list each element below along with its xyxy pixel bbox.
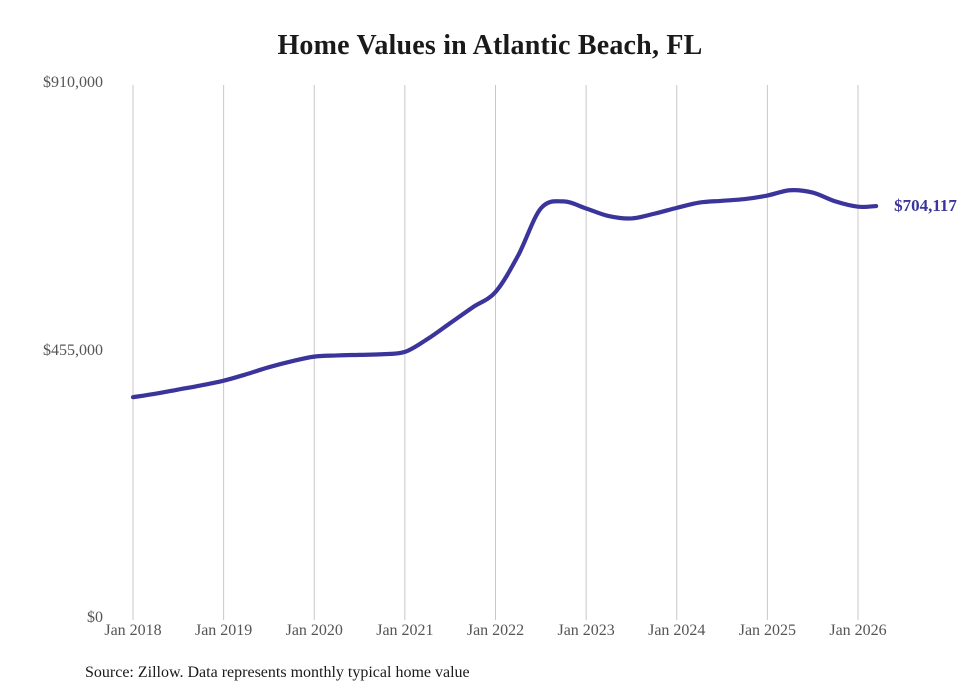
x-axis-tick-label: Jan 2020 <box>285 622 343 639</box>
x-axis-tick-label: Jan 2021 <box>376 622 434 639</box>
x-axis-tick-label: Jan 2023 <box>557 622 615 639</box>
x-axis-tick-label: Jan 2025 <box>738 622 797 639</box>
x-axis-tick-label: Jan 2026 <box>829 622 887 639</box>
x-axis-tick-label: Jan 2018 <box>104 622 162 639</box>
gridlines-group <box>132 85 859 620</box>
end-value-annotation: $704,117 <box>894 196 957 216</box>
x-axis-tick-label: Jan 2024 <box>648 622 706 639</box>
y-axis-tick-label: $910,000 <box>43 74 103 91</box>
data-series-group <box>130 188 879 400</box>
series-line <box>130 188 879 400</box>
source-note: Source: Zillow. Data represents monthly … <box>85 664 470 681</box>
y-axis-tick-label: $455,000 <box>43 341 103 359</box>
chart-title: Home Values in Atlantic Beach, FL <box>277 30 703 61</box>
y-axis-tick-label: $0 <box>87 609 103 626</box>
x-axis-tick-label: Jan 2022 <box>466 622 525 639</box>
x-axis-tick-label: Jan 2019 <box>194 622 253 639</box>
